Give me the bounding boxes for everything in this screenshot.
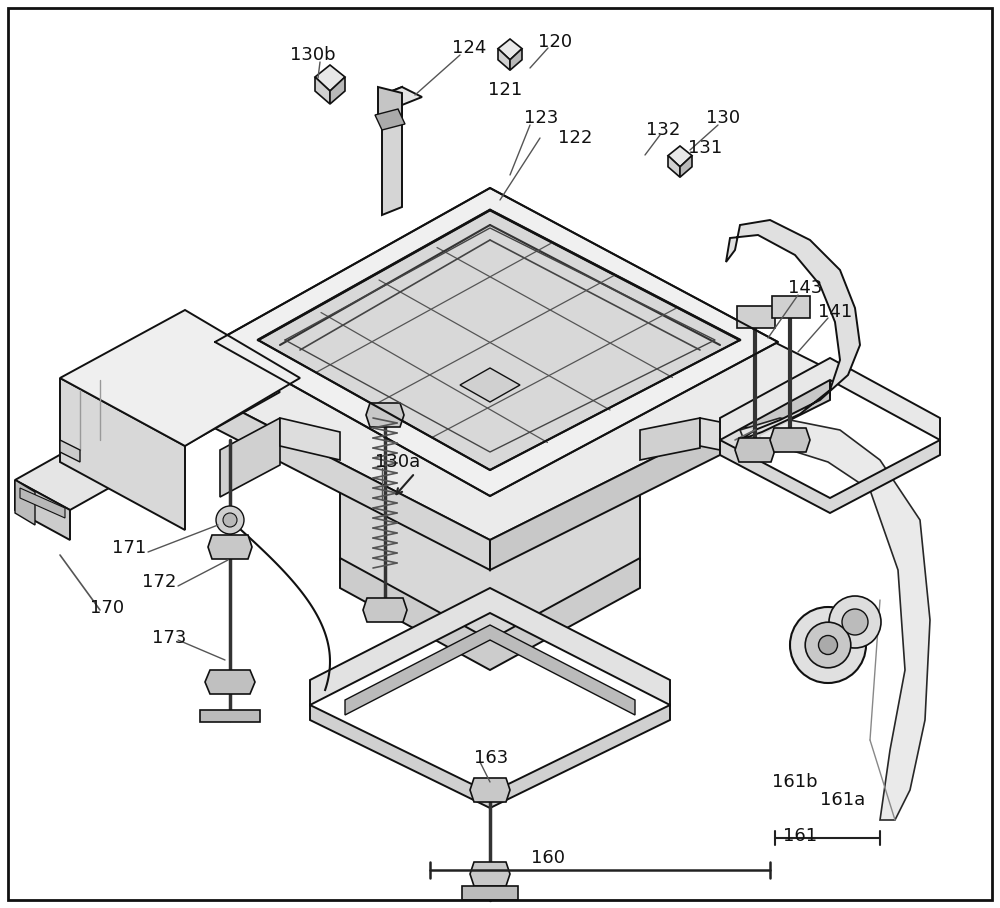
Text: 120: 120 xyxy=(538,33,572,51)
Text: 163: 163 xyxy=(474,749,508,767)
Text: 131: 131 xyxy=(688,139,722,157)
Text: 170: 170 xyxy=(90,599,124,617)
Polygon shape xyxy=(310,588,670,705)
Polygon shape xyxy=(680,155,692,177)
Circle shape xyxy=(805,622,851,667)
Polygon shape xyxy=(470,778,510,802)
Polygon shape xyxy=(668,155,680,177)
Text: 173: 173 xyxy=(152,629,186,647)
Text: 123: 123 xyxy=(524,109,558,127)
Circle shape xyxy=(223,513,237,527)
Polygon shape xyxy=(378,87,402,121)
Polygon shape xyxy=(510,49,522,70)
Polygon shape xyxy=(160,370,490,570)
Polygon shape xyxy=(60,440,80,462)
Polygon shape xyxy=(15,480,35,525)
Text: 171: 171 xyxy=(112,539,146,557)
Polygon shape xyxy=(315,77,330,104)
Text: 141: 141 xyxy=(818,303,852,321)
Text: 172: 172 xyxy=(142,573,176,591)
Polygon shape xyxy=(460,368,520,402)
Polygon shape xyxy=(340,558,640,670)
Polygon shape xyxy=(160,370,830,565)
Polygon shape xyxy=(330,77,345,104)
Text: 143: 143 xyxy=(788,279,822,297)
Polygon shape xyxy=(200,710,260,722)
Text: 121: 121 xyxy=(488,81,522,99)
Circle shape xyxy=(829,596,881,648)
Polygon shape xyxy=(340,348,640,642)
Text: 160: 160 xyxy=(531,849,565,867)
Text: 161b: 161b xyxy=(772,773,818,791)
Polygon shape xyxy=(470,862,510,886)
Polygon shape xyxy=(740,418,930,820)
Polygon shape xyxy=(720,440,940,513)
Polygon shape xyxy=(280,418,340,460)
Polygon shape xyxy=(726,220,860,440)
Polygon shape xyxy=(310,705,670,808)
Polygon shape xyxy=(700,418,760,458)
Polygon shape xyxy=(772,296,810,318)
Polygon shape xyxy=(220,418,280,497)
Polygon shape xyxy=(462,886,518,900)
Text: 130: 130 xyxy=(706,109,740,127)
Text: 122: 122 xyxy=(558,129,592,147)
Polygon shape xyxy=(720,358,940,440)
Polygon shape xyxy=(60,310,300,446)
Polygon shape xyxy=(15,480,70,540)
Polygon shape xyxy=(160,200,830,540)
Polygon shape xyxy=(770,428,810,452)
Text: 124: 124 xyxy=(452,39,486,57)
Circle shape xyxy=(842,609,868,635)
Circle shape xyxy=(818,636,838,655)
Polygon shape xyxy=(375,109,405,130)
Polygon shape xyxy=(345,625,635,715)
Polygon shape xyxy=(20,488,65,518)
Circle shape xyxy=(790,607,866,683)
Polygon shape xyxy=(382,87,422,105)
Polygon shape xyxy=(668,146,692,167)
Polygon shape xyxy=(382,87,402,215)
Polygon shape xyxy=(363,598,407,622)
Polygon shape xyxy=(215,188,778,496)
Polygon shape xyxy=(735,438,775,462)
Polygon shape xyxy=(15,362,280,510)
Polygon shape xyxy=(498,39,522,60)
Polygon shape xyxy=(498,49,510,70)
Text: 161: 161 xyxy=(783,827,817,845)
Text: 130a: 130a xyxy=(375,453,420,471)
Polygon shape xyxy=(208,535,252,559)
Polygon shape xyxy=(315,65,345,91)
Polygon shape xyxy=(737,306,775,328)
Polygon shape xyxy=(205,670,255,694)
Circle shape xyxy=(216,506,244,534)
Text: 161a: 161a xyxy=(820,791,865,809)
Polygon shape xyxy=(490,370,830,570)
Polygon shape xyxy=(366,403,404,427)
Text: 130b: 130b xyxy=(290,46,336,64)
Polygon shape xyxy=(640,418,700,460)
Polygon shape xyxy=(60,378,185,530)
Text: 132: 132 xyxy=(646,121,680,139)
Polygon shape xyxy=(258,210,740,470)
